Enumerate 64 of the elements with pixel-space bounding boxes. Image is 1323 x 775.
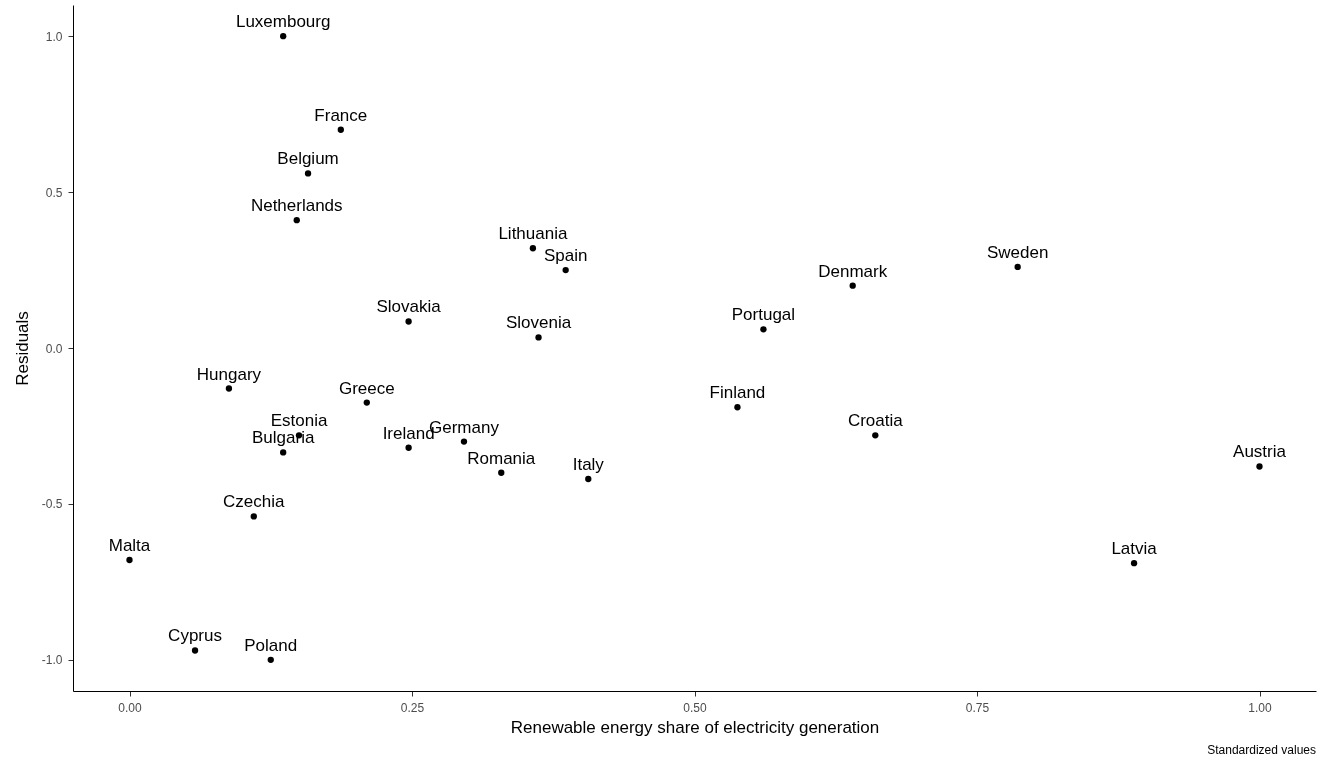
series-label: Netherlands [250, 196, 343, 216]
point [280, 33, 287, 40]
point [405, 444, 412, 451]
point [535, 334, 542, 341]
point [225, 385, 233, 392]
point [337, 126, 344, 133]
point [1256, 463, 1263, 470]
point [191, 647, 199, 654]
x-tick-label: 0.00 [118, 700, 142, 715]
point [1014, 263, 1021, 271]
series-label: Luxembourg [235, 12, 331, 32]
series-label: Latvia [1111, 539, 1158, 559]
point [304, 170, 312, 177]
point [363, 399, 370, 406]
point [849, 282, 856, 289]
y-tick-label: 1.0 [45, 29, 63, 44]
x-tick-label: 1.00 [1248, 700, 1272, 715]
y-tick-label: 0.5 [45, 185, 63, 200]
point [250, 513, 257, 520]
series-label: Czechia [223, 492, 286, 512]
point [126, 556, 133, 564]
point [1130, 560, 1138, 567]
point [585, 475, 592, 483]
series-label: Portugal [731, 305, 796, 325]
y-tick-label: -0.5 [41, 497, 63, 512]
y-tick-label: 0.0 [45, 341, 63, 356]
series-label: Malta [108, 536, 151, 556]
series-label: Lithuania [498, 224, 568, 244]
series-label: Greece [338, 378, 395, 398]
y-axis-title: Residuals [12, 311, 32, 386]
series-label: Austria [1233, 442, 1287, 462]
x-tick-label: 0.25 [400, 700, 425, 715]
series-label: Denmark [818, 261, 888, 281]
text: Standardized values [1207, 743, 1316, 757]
point [498, 469, 505, 476]
point [405, 318, 412, 325]
x-tick-label: 0.75 [965, 700, 990, 715]
x-tick-label: 0.50 [683, 700, 707, 715]
point [280, 449, 287, 456]
point [562, 266, 569, 274]
series-label: Slovenia [505, 313, 572, 333]
series-label: Estonia [270, 411, 328, 431]
series-label: Romania [467, 448, 536, 468]
point [872, 432, 879, 439]
series-label: Hungary [196, 364, 262, 384]
point [529, 245, 537, 252]
series-label: Finland [709, 383, 766, 403]
series-label: Slovakia [376, 297, 442, 317]
point [460, 438, 468, 445]
point [293, 217, 300, 224]
series-label: Poland [244, 635, 298, 655]
series-label: Sweden [986, 242, 1049, 262]
series-label: Bulgaria [251, 428, 315, 448]
x-axis-title: Renewable energy share of electricity generation [510, 717, 880, 737]
point [267, 656, 274, 663]
series-label: Spain [543, 246, 588, 266]
point [760, 326, 767, 333]
y-tick-label: -1.0 [41, 653, 63, 668]
series-label: Croatia [847, 411, 904, 431]
series-label: Belgium [277, 149, 339, 169]
point [734, 404, 741, 411]
series-label: Cyprus [168, 626, 222, 646]
series-label: Italy [572, 454, 605, 474]
series-label: France [314, 105, 368, 125]
